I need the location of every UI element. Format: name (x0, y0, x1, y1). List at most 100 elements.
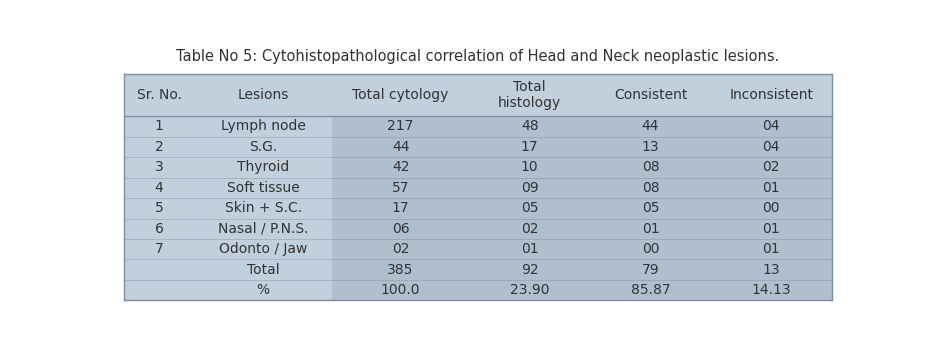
Text: 08: 08 (641, 181, 659, 195)
Text: 57: 57 (391, 181, 409, 195)
Text: 04: 04 (762, 140, 780, 154)
Bar (711, 218, 831, 239)
Bar (470, 157, 590, 177)
Bar (590, 116, 711, 136)
Text: 44: 44 (391, 140, 409, 154)
Text: Total
histology: Total histology (498, 80, 561, 110)
Text: 14.13: 14.13 (751, 283, 791, 297)
Bar (711, 177, 831, 198)
Bar (332, 136, 470, 157)
Bar (195, 198, 332, 218)
Text: 00: 00 (762, 201, 780, 215)
Bar (195, 116, 332, 136)
Text: 01: 01 (641, 222, 659, 236)
Bar (590, 218, 711, 239)
Text: 02: 02 (762, 160, 780, 174)
Text: 10: 10 (521, 160, 539, 174)
Bar (711, 239, 831, 259)
Text: 01: 01 (762, 181, 780, 195)
Bar (124, 116, 195, 136)
Text: 13: 13 (762, 263, 780, 277)
Bar (332, 116, 470, 136)
Text: 100.0: 100.0 (381, 283, 420, 297)
Bar (470, 239, 590, 259)
Text: Lymph node: Lymph node (221, 119, 306, 133)
Text: 1: 1 (155, 119, 163, 133)
Bar (195, 239, 332, 259)
Text: 00: 00 (642, 242, 659, 256)
Text: 17: 17 (521, 140, 539, 154)
Bar (590, 280, 711, 300)
Bar (124, 136, 195, 157)
Text: 42: 42 (391, 160, 409, 174)
Text: 2: 2 (155, 140, 163, 154)
Text: 385: 385 (388, 263, 414, 277)
Bar (590, 136, 711, 157)
Text: 02: 02 (391, 242, 409, 256)
Bar (195, 218, 332, 239)
Bar (124, 259, 195, 280)
Text: 08: 08 (641, 160, 659, 174)
Text: Sr. No.: Sr. No. (137, 88, 182, 102)
Bar (195, 259, 332, 280)
Text: %: % (256, 283, 269, 297)
Bar (711, 198, 831, 218)
Bar (195, 74, 332, 116)
Text: 04: 04 (762, 119, 780, 133)
Bar (470, 136, 590, 157)
Text: 17: 17 (391, 201, 409, 215)
Bar (124, 218, 195, 239)
Bar (124, 280, 195, 300)
Bar (590, 259, 711, 280)
Text: 85.87: 85.87 (631, 283, 670, 297)
Text: Lesions: Lesions (238, 88, 289, 102)
Bar (124, 157, 195, 177)
Text: Total cytology: Total cytology (352, 88, 449, 102)
Bar (332, 280, 470, 300)
Bar (470, 116, 590, 136)
Bar (124, 177, 195, 198)
Text: 92: 92 (521, 263, 539, 277)
Bar (590, 74, 711, 116)
Text: Table No 5: Cytohistopathological correlation of Head and Neck neoplastic lesion: Table No 5: Cytohistopathological correl… (176, 49, 779, 64)
Bar (711, 157, 831, 177)
Text: 48: 48 (521, 119, 539, 133)
Text: 7: 7 (155, 242, 163, 256)
Text: 3: 3 (155, 160, 163, 174)
Bar (332, 259, 470, 280)
Text: 79: 79 (641, 263, 659, 277)
Bar (332, 239, 470, 259)
Bar (590, 198, 711, 218)
Text: Total: Total (247, 263, 280, 277)
Bar (470, 259, 590, 280)
Text: 44: 44 (642, 119, 659, 133)
Bar (332, 198, 470, 218)
Bar (124, 239, 195, 259)
Bar (590, 239, 711, 259)
Text: Odonto / Jaw: Odonto / Jaw (219, 242, 308, 256)
Bar (332, 177, 470, 198)
Text: Inconsistent: Inconsistent (729, 88, 814, 102)
Text: 01: 01 (762, 222, 780, 236)
Bar (470, 74, 590, 116)
Text: 13: 13 (641, 140, 659, 154)
Bar (470, 198, 590, 218)
Text: S.G.: S.G. (249, 140, 278, 154)
Bar (711, 116, 831, 136)
Bar (711, 74, 831, 116)
Text: 06: 06 (391, 222, 409, 236)
Text: 23.90: 23.90 (510, 283, 550, 297)
Bar (470, 218, 590, 239)
Bar (124, 74, 195, 116)
Text: 05: 05 (642, 201, 659, 215)
Bar (332, 74, 470, 116)
Text: 02: 02 (521, 222, 539, 236)
Text: Skin + S.C.: Skin + S.C. (225, 201, 302, 215)
Text: 6: 6 (155, 222, 163, 236)
Bar (711, 280, 831, 300)
Bar (332, 157, 470, 177)
Bar (332, 218, 470, 239)
Bar (590, 177, 711, 198)
Text: 09: 09 (521, 181, 539, 195)
Text: 01: 01 (521, 242, 539, 256)
